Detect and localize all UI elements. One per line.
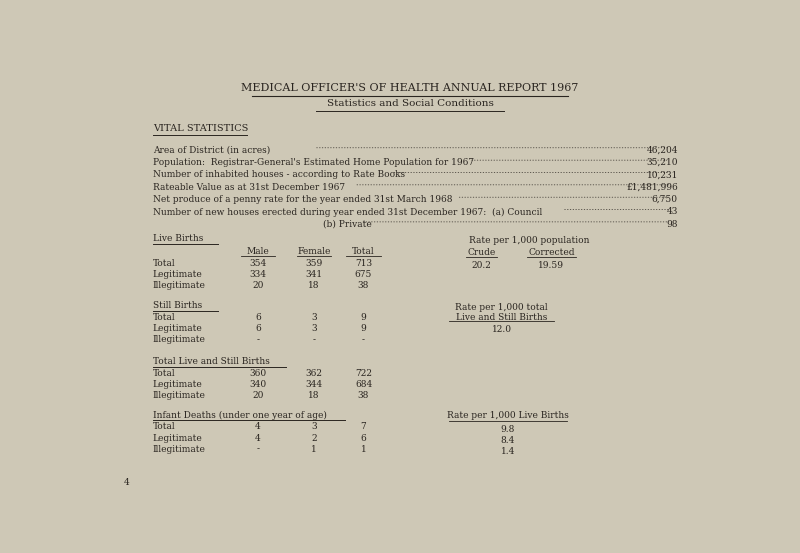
Text: Population:  Registrar-General's Estimated Home Population for 1967: Population: Registrar-General's Estimate…: [153, 158, 479, 167]
Text: 43: 43: [666, 207, 678, 216]
Text: 4: 4: [123, 478, 129, 487]
Text: 722: 722: [355, 369, 372, 378]
Text: 20.2: 20.2: [471, 261, 491, 270]
Text: 359: 359: [306, 259, 322, 268]
Text: Illegitimate: Illegitimate: [153, 445, 206, 453]
Text: 1: 1: [311, 445, 317, 453]
Text: 12.0: 12.0: [492, 326, 512, 335]
Text: 341: 341: [306, 270, 322, 279]
Text: Female: Female: [298, 247, 330, 256]
Text: 1: 1: [361, 445, 366, 453]
Text: 38: 38: [358, 281, 369, 290]
Text: Legitimate: Legitimate: [153, 434, 202, 442]
Text: 20: 20: [253, 281, 264, 290]
Text: 6,750: 6,750: [652, 195, 678, 204]
Text: 4: 4: [255, 422, 261, 431]
Text: 2: 2: [311, 434, 317, 442]
Text: Legitimate: Legitimate: [153, 324, 202, 333]
Text: 6: 6: [255, 313, 261, 322]
Text: 18: 18: [308, 281, 320, 290]
Text: -: -: [257, 335, 259, 345]
Text: 334: 334: [250, 270, 266, 279]
Text: 360: 360: [250, 369, 266, 378]
Text: 19.59: 19.59: [538, 261, 564, 270]
Text: 9: 9: [361, 313, 366, 322]
Text: 3: 3: [311, 324, 317, 333]
Text: 35,210: 35,210: [646, 158, 678, 167]
Text: Rate per 1,000 total: Rate per 1,000 total: [455, 304, 548, 312]
Text: Rate per 1,000 Live Births: Rate per 1,000 Live Births: [447, 411, 569, 420]
Text: Illegitimate: Illegitimate: [153, 335, 206, 345]
Text: Infant Deaths (under one year of age): Infant Deaths (under one year of age): [153, 410, 326, 420]
Text: Total Live and Still Births: Total Live and Still Births: [153, 357, 270, 367]
Text: Male: Male: [246, 247, 270, 256]
Text: Crude: Crude: [467, 248, 495, 257]
Text: Number of inhabited houses - according to Rate Books: Number of inhabited houses - according t…: [153, 170, 410, 179]
Text: 3: 3: [311, 422, 317, 431]
Text: Total: Total: [153, 369, 175, 378]
Text: Live and Still Births: Live and Still Births: [456, 312, 547, 322]
Text: Illegitimate: Illegitimate: [153, 281, 206, 290]
Text: 4: 4: [255, 434, 261, 442]
Text: MEDICAL OFFICER'S OF HEALTH ANNUAL REPORT 1967: MEDICAL OFFICER'S OF HEALTH ANNUAL REPOR…: [242, 84, 578, 93]
Text: Legitimate: Legitimate: [153, 270, 202, 279]
Text: Still Births: Still Births: [153, 301, 202, 310]
Text: Statistics and Social Conditions: Statistics and Social Conditions: [326, 100, 494, 108]
Text: Live Births: Live Births: [153, 234, 203, 243]
Text: Number of new houses erected during year ended 31st December 1967:  (a) Council: Number of new houses erected during year…: [153, 207, 548, 217]
Text: -: -: [312, 335, 315, 345]
Text: 340: 340: [250, 380, 266, 389]
Text: Illegitimate: Illegitimate: [153, 392, 206, 400]
Text: VITAL STATISTICS: VITAL STATISTICS: [153, 124, 248, 133]
Text: 3: 3: [311, 313, 317, 322]
Text: Total: Total: [153, 259, 175, 268]
Text: 684: 684: [355, 380, 372, 389]
Text: Area of District (in acres): Area of District (in acres): [153, 145, 276, 155]
Text: -: -: [362, 335, 365, 345]
Text: 98: 98: [666, 220, 678, 229]
Text: 6: 6: [361, 434, 366, 442]
Text: 9.8: 9.8: [501, 425, 515, 434]
Text: 713: 713: [355, 259, 372, 268]
Text: -: -: [257, 445, 259, 453]
Text: 8.4: 8.4: [501, 436, 515, 445]
Text: 1.4: 1.4: [501, 447, 515, 456]
Text: 46,204: 46,204: [646, 145, 678, 155]
Text: Total: Total: [153, 313, 175, 322]
Text: 6: 6: [255, 324, 261, 333]
Text: Corrected: Corrected: [528, 248, 574, 257]
Text: Legitimate: Legitimate: [153, 380, 202, 389]
Text: 344: 344: [306, 380, 322, 389]
Text: (b) Private: (b) Private: [323, 220, 378, 229]
Text: 20: 20: [253, 392, 264, 400]
Text: 9: 9: [361, 324, 366, 333]
Text: 10,231: 10,231: [646, 170, 678, 179]
Text: Rateable Value as at 31st December 1967: Rateable Value as at 31st December 1967: [153, 182, 350, 192]
Text: 7: 7: [361, 422, 366, 431]
Text: Total: Total: [352, 247, 375, 256]
Text: 18: 18: [308, 392, 320, 400]
Text: Total: Total: [153, 422, 175, 431]
Text: 38: 38: [358, 392, 369, 400]
Text: 362: 362: [306, 369, 322, 378]
Text: Rate per 1,000 population: Rate per 1,000 population: [469, 236, 590, 246]
Text: £1,481,996: £1,481,996: [626, 182, 678, 192]
Text: 354: 354: [250, 259, 266, 268]
Text: 675: 675: [355, 270, 372, 279]
Text: Net produce of a penny rate for the year ended 31st March 1968: Net produce of a penny rate for the year…: [153, 195, 458, 204]
